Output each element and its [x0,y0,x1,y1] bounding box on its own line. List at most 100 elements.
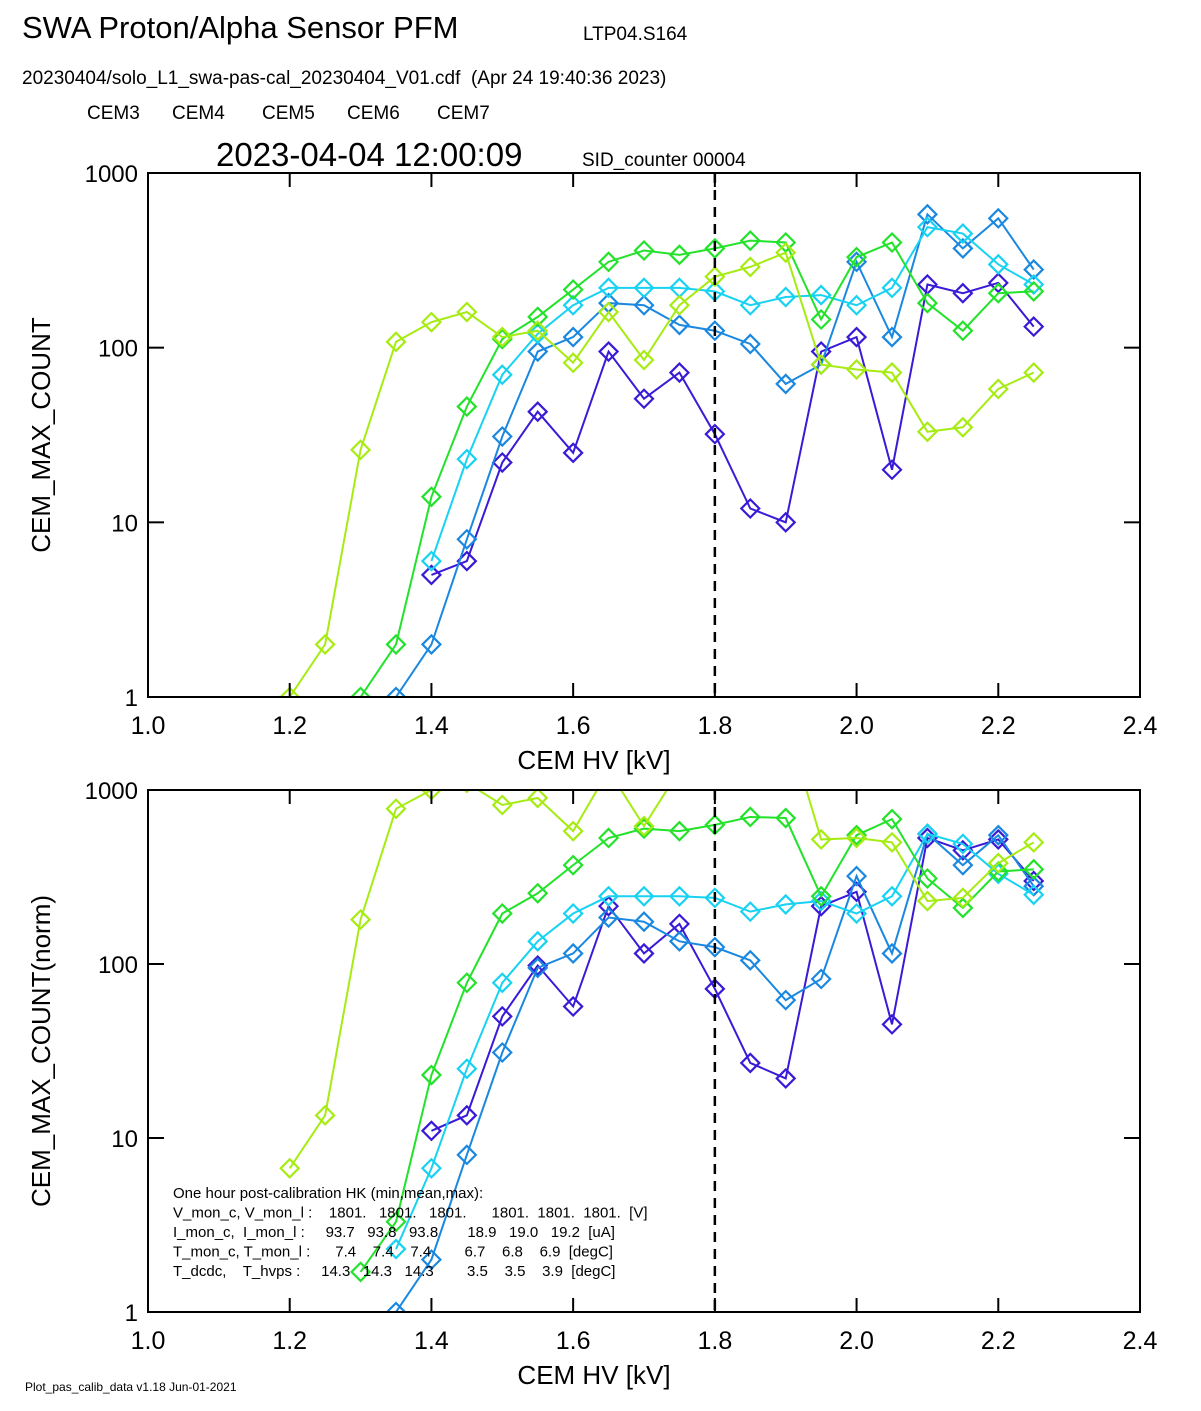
marker [810,354,832,376]
marker [987,272,1009,294]
marker [704,423,726,445]
marker [633,349,655,371]
marker [916,823,938,845]
marker [562,294,584,316]
x-axis-label: CEM HV [kV] [517,1360,670,1390]
axes-frame [147,789,1141,1313]
legend-entry: CEM5 [262,103,315,124]
marker [527,957,549,979]
marker [1023,259,1045,281]
marker [846,358,868,381]
marker [810,968,832,990]
marker [491,1005,513,1027]
marker [916,203,938,225]
marker [1023,884,1045,906]
marker [952,223,974,245]
marker [456,301,478,323]
marker [1023,831,1045,853]
marker [952,320,974,342]
marker [527,882,549,904]
marker [881,942,903,964]
marker [350,686,372,697]
marker [668,820,690,842]
marker [456,1058,478,1080]
marker [987,828,1009,850]
marker [704,237,726,259]
marker [775,373,797,395]
marker [420,550,442,572]
marker [775,1067,797,1089]
marker [562,902,584,925]
marker [1023,875,1045,897]
marker [810,828,832,850]
marker [668,314,690,336]
x-tick-label: 1.8 [697,712,732,740]
marker [562,995,584,1018]
marker [420,633,442,655]
y-tick-label: 10 [111,1126,138,1153]
marker [881,885,903,907]
footer: Plot_pas_calib_data v1.18 Jun-01-2021 [25,1380,237,1394]
marker [633,239,655,262]
marker [987,824,1009,846]
x-tick-label: 1.6 [556,1327,591,1355]
marker [952,897,974,919]
x-tick-label: 1.2 [272,712,307,740]
marker [314,633,336,655]
marker [810,284,832,306]
series-line [359,815,1034,1273]
marker [385,331,407,353]
marker [670,761,688,779]
marker [1023,858,1045,880]
marker [952,887,974,909]
y-axis-label: CEM_MAX_COUNT(norm) [26,895,56,1207]
marker [739,230,761,252]
marker [350,1261,372,1283]
marker [633,294,655,316]
x-tick-label: 2.4 [1123,1327,1158,1355]
marker [598,906,620,929]
run-id: LTP04.S164 [583,24,688,45]
marker [527,320,549,342]
y-tick-label: 1 [125,1300,138,1327]
series-line [431,836,1035,1132]
series-line [430,226,1035,562]
marker [739,294,761,316]
annotation-line: T_dcdc, T_hvps : 14.3 14.3 14.3 3.5 3.5 … [173,1263,615,1280]
marker [741,729,759,747]
marker [385,1301,407,1312]
marker [704,320,726,342]
marker [668,362,690,384]
marker [527,930,549,952]
x-tick-label: 1.6 [556,712,591,740]
timestamp: 2023-04-04 12:00:09 [216,136,522,173]
marker [420,564,442,586]
marker [775,807,797,829]
marker [1023,362,1045,384]
marker [739,333,761,355]
marker [668,244,690,266]
marker [491,794,513,816]
marker [456,972,478,994]
marker [562,352,584,374]
axes-frame [147,172,1141,698]
legend-entry: CEM6 [347,103,400,124]
marker [846,294,868,316]
marker [916,890,938,912]
marker [456,1104,478,1126]
marker [385,633,407,655]
marker [420,1064,442,1086]
marker [420,486,442,508]
marker [704,266,726,288]
marker [777,712,795,730]
marker [739,1052,761,1074]
marker [350,909,372,931]
marker [562,942,584,964]
marker [491,364,513,386]
x-tick-label: 2.0 [839,1327,874,1355]
marker [668,885,690,907]
marker [739,949,761,971]
marker [463,790,471,794]
annotation-line: One hour post-calibration HK (min,mean,m… [173,1185,483,1202]
